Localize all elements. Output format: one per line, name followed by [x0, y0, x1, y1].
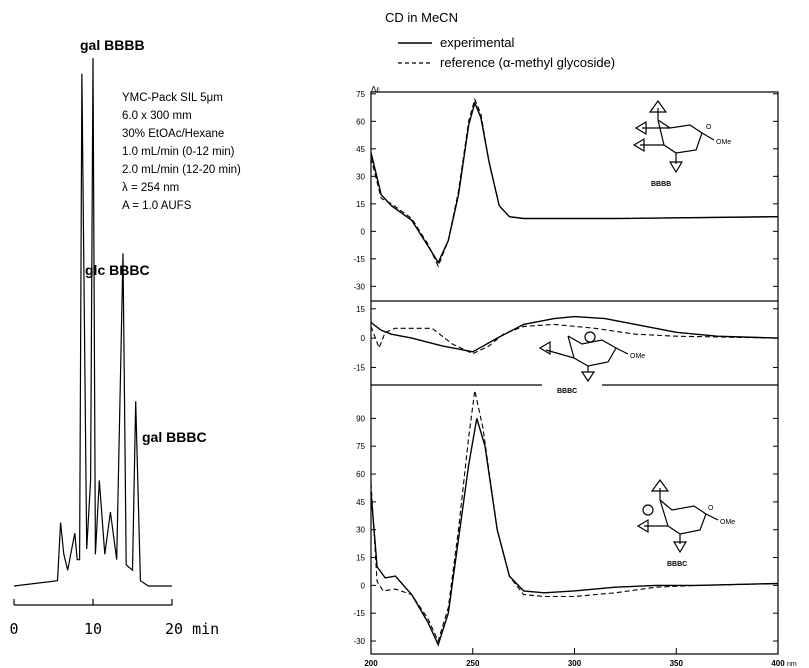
chromophore-triangle-down-icon: [668, 161, 684, 174]
x-tick-label: 200: [364, 659, 378, 668]
y-tick-label: -15: [353, 363, 365, 372]
chromophore-triangle-down-icon: [672, 541, 688, 554]
condition-solvent: 30% EtOAc/Hexane: [122, 128, 224, 140]
experimental-curve-panel-1: [370, 100, 779, 264]
bond-bbbc2-ome: [705, 513, 719, 521]
x-tick-label: 300: [568, 659, 582, 668]
x-unit-label: nm: [787, 661, 797, 668]
chromophore-triangle-up-icon: [648, 99, 668, 113]
y-tick-label: 0: [361, 334, 366, 343]
bond-bbbc1-ome: [615, 347, 629, 355]
x-tick-label: 350: [670, 659, 684, 668]
x-tick-label: 250: [466, 659, 480, 668]
bond-bbbc1-1: [545, 349, 575, 359]
cd-plot-frame: [370, 91, 779, 655]
reference-curve-panel-3: [370, 390, 779, 643]
condition-column: YMC-Pack SIL 5μm: [122, 92, 223, 104]
y-tick-label: 15: [356, 305, 365, 314]
cd-curves: [370, 97, 779, 647]
pyranose-ring-bbbb: [657, 119, 703, 154]
reference-curve-panel-2: [370, 323, 779, 355]
y-tick-label: 0: [361, 227, 366, 236]
y-tick-label: 0: [361, 581, 366, 590]
condition-dimensions: 6.0 x 300 mm: [122, 110, 192, 122]
hplc-x-tick-label-0: 0: [9, 620, 18, 638]
chromophore-triangle-left-icon: [634, 120, 647, 136]
cd-title: CD in MeCN: [385, 10, 458, 25]
chromophore-triangle-left-icon: [636, 518, 649, 534]
y-tick-label: 75: [356, 442, 365, 451]
hplc-x-tick-label-10: 10: [84, 620, 102, 638]
y-tick-label: -15: [353, 609, 365, 618]
y-tick-label: 15: [356, 200, 365, 209]
molecule-label-bbbb: BBBB: [651, 181, 671, 188]
chromophore-triangle-left-icon: [538, 340, 551, 356]
hplc-trace: [13, 57, 172, 587]
conditions-text: YMC-Pack SIL 5μm 6.0 x 300 mm 30% EtOAc/…: [122, 92, 241, 212]
y-tick-label: 15: [356, 554, 365, 563]
y-tick-label: 75: [356, 90, 365, 99]
cd-spectra: CD in MeCN experimental reference (α-met…: [353, 10, 796, 668]
legend-label-experimental: experimental: [440, 35, 515, 50]
y-tick-label: 60: [356, 470, 365, 479]
chromophore-circle-icon: [584, 331, 596, 343]
chromophore-circle-icon: [642, 504, 654, 516]
experimental-curve-panel-3: [370, 418, 779, 647]
y-tick-label: 90: [356, 414, 365, 423]
y-tick-label: 30: [356, 172, 365, 181]
y-tick-label: 45: [356, 498, 365, 507]
molecule-bbbb: [632, 99, 715, 174]
molecule-bbbc-2: [636, 478, 719, 554]
molecule-bbbc-1: [538, 331, 629, 383]
y-tick-label: 30: [356, 526, 365, 535]
peak-label-glc-bbbc: glc BBBC: [85, 262, 150, 278]
ring-oxygen-bbbb: O: [706, 124, 712, 131]
y-tick-label: -30: [353, 282, 365, 291]
chromophore-triangle-left-2-icon: [632, 137, 645, 153]
peak-label-gal-bbbc: gal BBBC: [142, 429, 207, 445]
reference-curve-panel-1: [370, 97, 779, 268]
hplc-chromatogram: gal BBBB glc BBBC gal BBBC YMC-Pack SIL …: [9, 37, 241, 638]
cd-x-ticks: 200 250 300 350 400: [364, 648, 785, 668]
condition-wavelength: λ = 254 nm: [122, 182, 179, 194]
y-tick-label: -30: [353, 637, 365, 646]
molecule-label-bbbc-1: BBBC: [557, 388, 577, 395]
chromophore-triangle-up-icon: [650, 478, 670, 492]
experimental-curve-panel-2: [370, 315, 779, 353]
peak-label-gal-bbbb: gal BBBB: [80, 37, 145, 53]
chromophore-triangle-down-icon: [580, 371, 596, 383]
ome-label-bbbc-1: OMe: [630, 353, 645, 360]
legend-label-reference: reference (α-methyl glycoside): [440, 55, 615, 70]
legend: experimental reference (α-methyl glycosi…: [398, 35, 615, 70]
condition-flow-2: 2.0 mL/min (12-20 min): [122, 164, 241, 176]
condition-flow-1: 1.0 mL/min (0-12 min): [122, 146, 235, 158]
x-tick-label: 400: [771, 659, 785, 668]
hplc-x-tick-label-20: 20 min: [165, 620, 219, 638]
y-tick-label: 60: [356, 117, 365, 126]
y-tick-label: 45: [356, 145, 365, 154]
y-tick-label: -15: [353, 255, 365, 264]
ome-label-bbbb: OMe: [716, 139, 731, 146]
cd-y-ticks: 75 60 45 30 15 0 -15 -30 15 0 -15 90 75 60 45 30 15 0 -15 -…: [353, 90, 778, 646]
molecule-label-bbbc-2: BBBC: [667, 561, 687, 568]
pyranose-ring-bbbc-1: [567, 335, 617, 367]
ring-oxygen-bbbc-2: O: [708, 505, 714, 512]
y-axis-label: Δε: [371, 85, 380, 94]
condition-aufs: A = 1.0 AUFS: [122, 200, 192, 212]
hplc-x-axis: 0 10 20 min: [9, 599, 219, 638]
ome-label-bbbc-2: OMe: [720, 519, 735, 526]
bond-bbbb-ome: [701, 132, 715, 141]
pyranose-ring-bbbc-2: [659, 499, 707, 535]
